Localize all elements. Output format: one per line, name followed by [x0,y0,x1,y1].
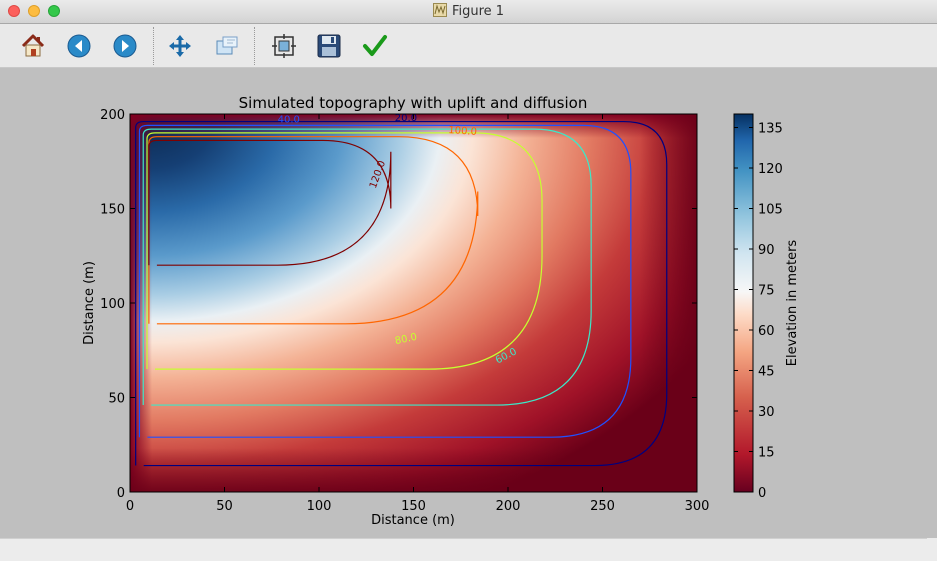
y-tick-label: 0 [117,486,125,501]
colorbar-tick-label: 90 [758,243,775,258]
x-tick-label: 250 [590,499,615,514]
y-axis-label: Distance (m) [82,261,97,345]
toolbar-separator [153,27,154,65]
y-tick-label: 200 [100,108,125,123]
contour-label: 40.0 [278,115,300,126]
forward-button[interactable] [111,32,139,60]
window-title-text: Figure 1 [451,4,505,19]
x-axis-label: Distance (m) [371,513,455,528]
heatmap-edge-right [640,114,697,492]
heatmap-fill [130,114,697,492]
y-tick-label: 50 [108,392,125,407]
colorbar-tick-label: 60 [758,324,775,339]
window-title: Figure 1 [0,0,937,23]
y-tick-label: 100 [100,297,125,312]
contour-label: 100.0 [448,125,477,138]
subplots-button[interactable] [270,32,298,60]
colorbar-tick-label: 45 [758,365,775,380]
save-button[interactable] [315,32,343,60]
title-bar: Figure 1 [0,0,937,24]
toolbar-separator [254,27,255,65]
resize-handle[interactable] [927,538,937,560]
floppy-icon [317,34,341,58]
y-tick-label: 150 [100,203,125,218]
x-tick-label: 100 [307,499,332,514]
y-axis: 0 50 100 150 200 [100,108,697,501]
contour-line [146,132,543,370]
subplots-icon [272,34,296,58]
minimize-window-button[interactable] [28,5,40,17]
x-tick-label: 300 [685,499,710,514]
zoom-button[interactable] [213,32,241,60]
colorbar-tick-label: 120 [758,162,783,177]
contour-line [138,124,632,438]
x-tick-label: 0 [126,499,134,514]
figure-canvas: Simulated topography with uplift and dif… [0,68,937,538]
zoom-rect-icon [216,36,238,55]
arrow-right-icon [113,34,137,58]
contour-label: 20.0 [395,113,417,124]
matplotlib-icon [432,3,447,17]
pan-button[interactable] [166,32,194,60]
status-bar [0,538,937,561]
edit-button[interactable] [361,32,389,60]
zoom-window-button[interactable] [48,5,60,17]
x-axis: 0 50 100 150 200 250 300 [126,114,710,514]
colorbar-ticks: 0 15 30 45 60 75 90 105 120 135 [734,122,783,501]
x-tick-label: 50 [216,499,233,514]
back-button[interactable] [65,32,93,60]
contour-line [142,128,592,406]
toolbar [0,24,937,68]
colorbar-tick-label: 30 [758,405,775,420]
arrow-left-icon [67,34,91,58]
contour-line [148,136,479,325]
home-icon [21,34,45,57]
contour-line [148,139,392,266]
colorbar-label: Elevation in meters [785,240,800,367]
colorbar-tick-label: 135 [758,122,783,137]
colorbar-tick-label: 15 [758,446,775,461]
contour-line [135,120,668,467]
checkmark-icon [363,35,387,56]
x-tick-label: 150 [401,499,426,514]
close-window-button[interactable] [8,5,20,17]
move-icon [169,35,191,57]
colorbar-tick-label: 0 [758,486,766,501]
contour-lines [135,120,668,467]
colorbar [733,113,754,493]
x-tick-label: 200 [496,499,521,514]
home-button[interactable] [19,32,47,60]
heatmap-edge-bottom [130,448,697,492]
contour-label: 80.0 [394,332,418,347]
colorbar-tick-label: 75 [758,284,775,299]
chart-title: Simulated topography with uplift and dif… [239,94,588,112]
colorbar-tick-label: 105 [758,203,783,218]
topography-chart: Simulated topography with uplift and dif… [82,94,800,528]
